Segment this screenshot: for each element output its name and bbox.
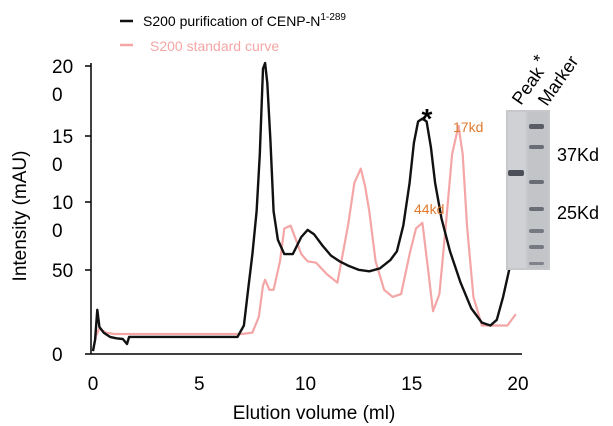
- x-tick-label: 15: [401, 374, 422, 395]
- x-axis-ticks: 0 5 10 15 20: [88, 374, 529, 395]
- y-tick-label-line: 0: [52, 155, 63, 176]
- y-tick-label-line: 0: [52, 345, 63, 366]
- gel-band-peak: [508, 170, 524, 176]
- x-tick-label: 20: [507, 374, 528, 395]
- gel-lane-peak: [508, 112, 526, 268]
- y-axis-title: Intensity (mAU): [10, 151, 31, 282]
- series-layer: [91, 61, 518, 352]
- y-tick-label-line: 50: [52, 261, 73, 282]
- gel-marker-band: [529, 207, 544, 211]
- legend: S200 purification of CENP-N1-289 S200 st…: [120, 12, 346, 54]
- legend-label-black-superscript: 1-289: [320, 12, 346, 23]
- y-tick-label: 20 0: [52, 57, 73, 106]
- x-tick-label: 5: [194, 374, 205, 395]
- gel-marker-band: [529, 180, 544, 184]
- gel-marker-band: [529, 245, 544, 249]
- mw-44kd-label: 44kd: [414, 201, 444, 217]
- gel-inset: Peak * Marker 37Kd 25Kd: [506, 51, 599, 270]
- x-axis-title: Elution volume (ml): [233, 403, 396, 424]
- gel-marker-band: [529, 145, 544, 149]
- gel-marker-band: [529, 229, 544, 233]
- y-tick-label: 0: [52, 345, 63, 366]
- y-tick-label-line: 15: [52, 127, 73, 148]
- y-tick-label-line: 20: [52, 57, 73, 78]
- x-tick-label: 10: [295, 374, 316, 395]
- y-tick-label: 10 0: [52, 193, 73, 242]
- gel-marker-band: [529, 262, 544, 265]
- mw-17kd-label: 17kd: [453, 119, 483, 135]
- gel-size-label-25kd: 25Kd: [557, 203, 599, 223]
- x-tick-label: 0: [88, 374, 99, 395]
- series-line-standard-curve: [91, 124, 517, 350]
- legend-label-pink: S200 standard curve: [150, 38, 279, 54]
- legend-label-black: S200 purification of CENP-N1-289: [143, 12, 346, 29]
- y-tick-label: 15 0: [52, 127, 73, 176]
- y-tick-label: 50: [52, 261, 73, 282]
- y-tick-label-line: 0: [52, 85, 63, 106]
- gel-marker-band: [529, 124, 544, 129]
- gel-lane-marker: [528, 112, 548, 268]
- gel-size-label-37kd: 37Kd: [557, 145, 599, 165]
- legend-label-black-main: S200 purification of CENP-N: [143, 13, 320, 29]
- peak-asterisk: *: [422, 103, 433, 134]
- series-line-cenp-n: [91, 61, 518, 352]
- y-tick-label-line: 0: [52, 221, 63, 242]
- y-tick-label-line: 10: [52, 193, 73, 214]
